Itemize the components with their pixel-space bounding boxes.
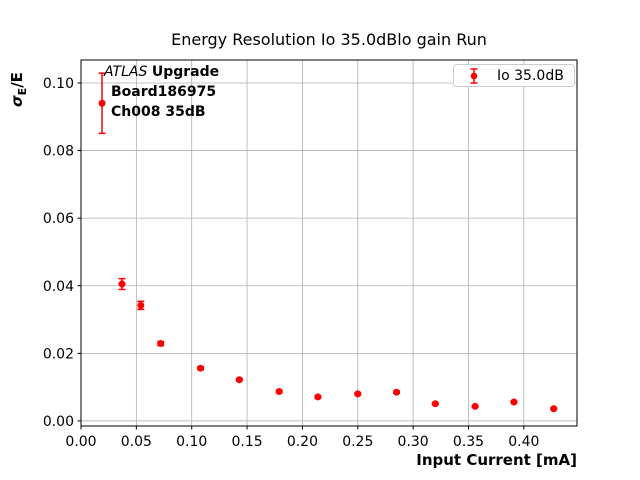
x-tick-label: 0.10	[176, 434, 207, 450]
data-point	[314, 393, 322, 401]
x-axis-label: Input Current [mA]	[416, 451, 577, 469]
data-point	[157, 340, 165, 348]
legend-label: Io 35.0dB	[497, 67, 564, 84]
x-tick-label: 0.05	[121, 434, 152, 450]
errorbar-marker-icon	[470, 67, 478, 84]
data-point	[235, 376, 243, 384]
annotation: ATLAS Upgrade Board186975 Ch008 35dB	[104, 62, 219, 122]
x-tick-label: 0.30	[398, 434, 429, 450]
data-point	[431, 400, 439, 408]
y-tick-label: 0.04	[43, 279, 74, 295]
annotation-line-1: ATLAS Upgrade	[104, 62, 219, 82]
legend: Io 35.0dB	[453, 64, 575, 87]
data-point	[197, 364, 205, 372]
data-point	[471, 402, 479, 410]
data-point	[354, 390, 362, 398]
x-tick-label: 0.25	[342, 434, 373, 450]
x-tick-label: 0.20	[287, 434, 318, 450]
annotation-upgrade: Upgrade	[151, 64, 220, 80]
y-axis-label: σE/E	[8, 72, 29, 107]
x-tick-label: 0.00	[65, 434, 96, 450]
y-tick-label: 0.08	[43, 144, 74, 160]
y-tick-label: 0.02	[43, 346, 74, 362]
y-tick-label: 0.00	[43, 414, 74, 430]
data-point	[118, 280, 126, 288]
axes-spines	[80, 59, 578, 427]
ylabel-sigma: σ	[8, 95, 26, 107]
x-tick-label: 0.35	[453, 434, 484, 450]
x-tick-label: 0.40	[508, 434, 539, 450]
annotation-experiment: ATLAS	[104, 64, 148, 80]
annotation-channel: Ch008 35dB	[111, 104, 206, 120]
data-point	[393, 388, 401, 396]
chart-title: Energy Resolution Io 35.0dBlo gain Run	[171, 30, 487, 49]
y-tick-label: 0.10	[43, 76, 74, 92]
data-point	[275, 388, 283, 396]
ylabel-rest: /E	[8, 72, 26, 88]
annotation-board: Board186975	[111, 84, 217, 100]
data-point	[510, 398, 518, 406]
ylabel-subscript: E	[16, 87, 29, 96]
x-tick-label: 0.15	[231, 434, 262, 450]
data-point	[98, 99, 106, 107]
y-tick-label: 0.06	[43, 211, 74, 227]
data-point	[137, 301, 145, 309]
data-point	[550, 405, 558, 413]
